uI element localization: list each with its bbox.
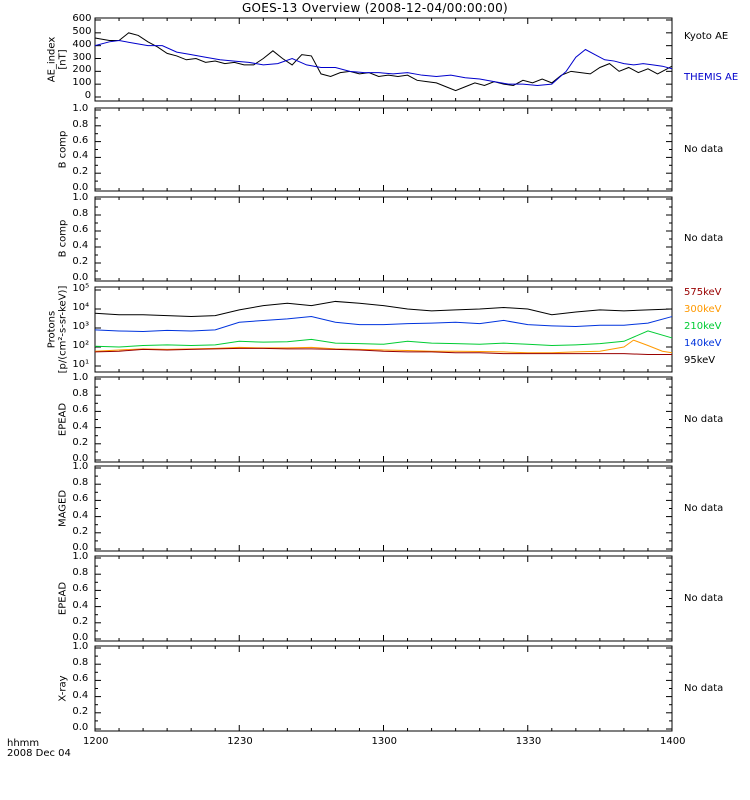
y-tick-label-b1: 0.4 bbox=[72, 150, 89, 162]
series-line-210kev bbox=[94, 330, 673, 348]
chart-title: GOES-13 Overview (2008-12-04/00:00:00) bbox=[241, 1, 509, 15]
no-data-label: No data bbox=[684, 413, 724, 425]
y-tick-label-xray: 0.6 bbox=[72, 673, 89, 685]
y-tick-label-xray: 0.2 bbox=[72, 705, 89, 717]
y-tick-label-epead2: 0.4 bbox=[72, 599, 89, 611]
panel-frame-b2 bbox=[94, 196, 673, 282]
x-tick-label: 1200 bbox=[83, 736, 109, 747]
y-tick-label-b2: 0.0 bbox=[72, 272, 89, 283]
y-tick-label-b1: 0.8 bbox=[72, 118, 89, 130]
y-tick-label-epead2: 0.2 bbox=[72, 615, 89, 627]
y-tick-label-maged: 0.0 bbox=[72, 542, 89, 553]
legend-95kev: 95keV bbox=[684, 355, 716, 366]
y-axis-label-protons: Protons bbox=[46, 310, 58, 348]
y-tick-label-ae: 500 bbox=[72, 25, 92, 37]
y-tick-label-ae: 400 bbox=[72, 38, 92, 50]
y-tick-label-ae: 0 bbox=[84, 90, 92, 101]
footer-date-label: 2008 Dec 04 bbox=[7, 748, 71, 759]
legend-themis-ae: THEMIS AE bbox=[684, 72, 739, 83]
y-tick-label-b2: 0.8 bbox=[72, 208, 89, 219]
panel-frame-b1 bbox=[94, 107, 673, 192]
panel-frame-ae bbox=[94, 17, 673, 102]
y-tick-label-maged: 0.8 bbox=[72, 477, 89, 489]
legend-kyoto-ae: Kyoto AE bbox=[684, 31, 729, 42]
series-line-themis-ae bbox=[94, 40, 673, 86]
y-tick-label-epead2: 0.6 bbox=[72, 583, 89, 595]
panel-frame-maged bbox=[94, 465, 673, 552]
y-tick-label-maged: 1.0 bbox=[72, 461, 89, 472]
y-tick-label-xray: 0.8 bbox=[72, 657, 89, 669]
y-tick-label-b1: 0.0 bbox=[72, 182, 89, 193]
y-tick-label-protons: 10⁴ bbox=[72, 302, 90, 313]
panel-frame-epead1 bbox=[94, 376, 673, 463]
no-data-label: No data bbox=[684, 682, 724, 694]
series-line-300kev bbox=[94, 339, 673, 354]
y-tick-label-protons: 10³ bbox=[72, 321, 90, 332]
y-tick-label-b1: 1.0 bbox=[72, 103, 89, 114]
y-tick-label-xray: 0.0 bbox=[72, 722, 89, 733]
y-axis-label-ae: AE_index bbox=[46, 36, 58, 82]
x-tick-label: 1400 bbox=[660, 736, 686, 747]
legend-300kev: 300keV bbox=[684, 304, 722, 315]
footer-time-label: hhmm bbox=[7, 738, 40, 749]
y-tick-label-b2: 1.0 bbox=[72, 192, 89, 203]
y-tick-label-epead1: 0.0 bbox=[72, 453, 89, 464]
y-tick-label-protons: 10⁵ bbox=[72, 283, 90, 294]
no-data-label: No data bbox=[684, 143, 724, 155]
no-data-label: No data bbox=[684, 592, 724, 604]
y-tick-label-epead1: 0.6 bbox=[72, 404, 89, 416]
y-tick-label-ae: 200 bbox=[72, 64, 92, 76]
no-data-label: No data bbox=[684, 233, 724, 244]
y-tick-label-b2: 0.2 bbox=[72, 256, 89, 267]
legend-575kev: 575keV bbox=[684, 287, 722, 298]
panel-frame-xray bbox=[94, 645, 673, 732]
y-tick-label-epead1: 0.4 bbox=[72, 420, 89, 432]
legend-210kev: 210keV bbox=[684, 321, 722, 332]
y-tick-label-b2: 0.4 bbox=[72, 240, 89, 251]
y-tick-label-b1: 0.2 bbox=[72, 166, 89, 178]
y-tick-label-protons: 10¹ bbox=[72, 359, 90, 370]
x-tick-label: 1230 bbox=[227, 736, 253, 747]
legend-140kev: 140keV bbox=[684, 338, 722, 349]
series-line-140kev bbox=[94, 316, 673, 333]
series-line-575kev bbox=[94, 347, 672, 356]
y-tick-label-protons: 10² bbox=[72, 340, 90, 351]
y-tick-label-maged: 0.6 bbox=[72, 493, 89, 505]
no-data-label: No data bbox=[684, 502, 724, 514]
y-tick-label-ae: 100 bbox=[72, 77, 92, 89]
y-tick-label-epead2: 0.0 bbox=[72, 632, 89, 643]
series-line-95kev bbox=[94, 300, 673, 318]
y-tick-label-b1: 0.6 bbox=[72, 134, 89, 146]
y-tick-label-ae: 300 bbox=[72, 51, 92, 63]
y-tick-label-b2: 0.6 bbox=[72, 224, 89, 235]
y-tick-label-xray: 0.4 bbox=[72, 689, 89, 701]
y-tick-label-maged: 0.4 bbox=[72, 509, 89, 521]
panel-frame-epead2 bbox=[94, 555, 673, 642]
y-tick-label-epead1: 0.2 bbox=[72, 436, 89, 448]
x-tick-label: 1330 bbox=[515, 736, 542, 747]
y-tick-label-xray: 1.0 bbox=[72, 641, 89, 652]
series-line-kyoto-ae bbox=[94, 32, 673, 92]
y-tick-label-maged: 0.2 bbox=[72, 525, 89, 537]
y-tick-label-epead1: 0.8 bbox=[72, 388, 89, 400]
y-axis-label-xray: X-ray bbox=[57, 674, 69, 702]
y-tick-label-epead2: 0.8 bbox=[72, 567, 89, 579]
x-tick-label: 1300 bbox=[371, 736, 397, 747]
panel-frame-protons bbox=[94, 286, 673, 373]
y-tick-label-ae: 600 bbox=[72, 13, 92, 24]
y-tick-label-epead1: 1.0 bbox=[72, 372, 89, 383]
y-tick-label-epead2: 1.0 bbox=[72, 551, 89, 562]
